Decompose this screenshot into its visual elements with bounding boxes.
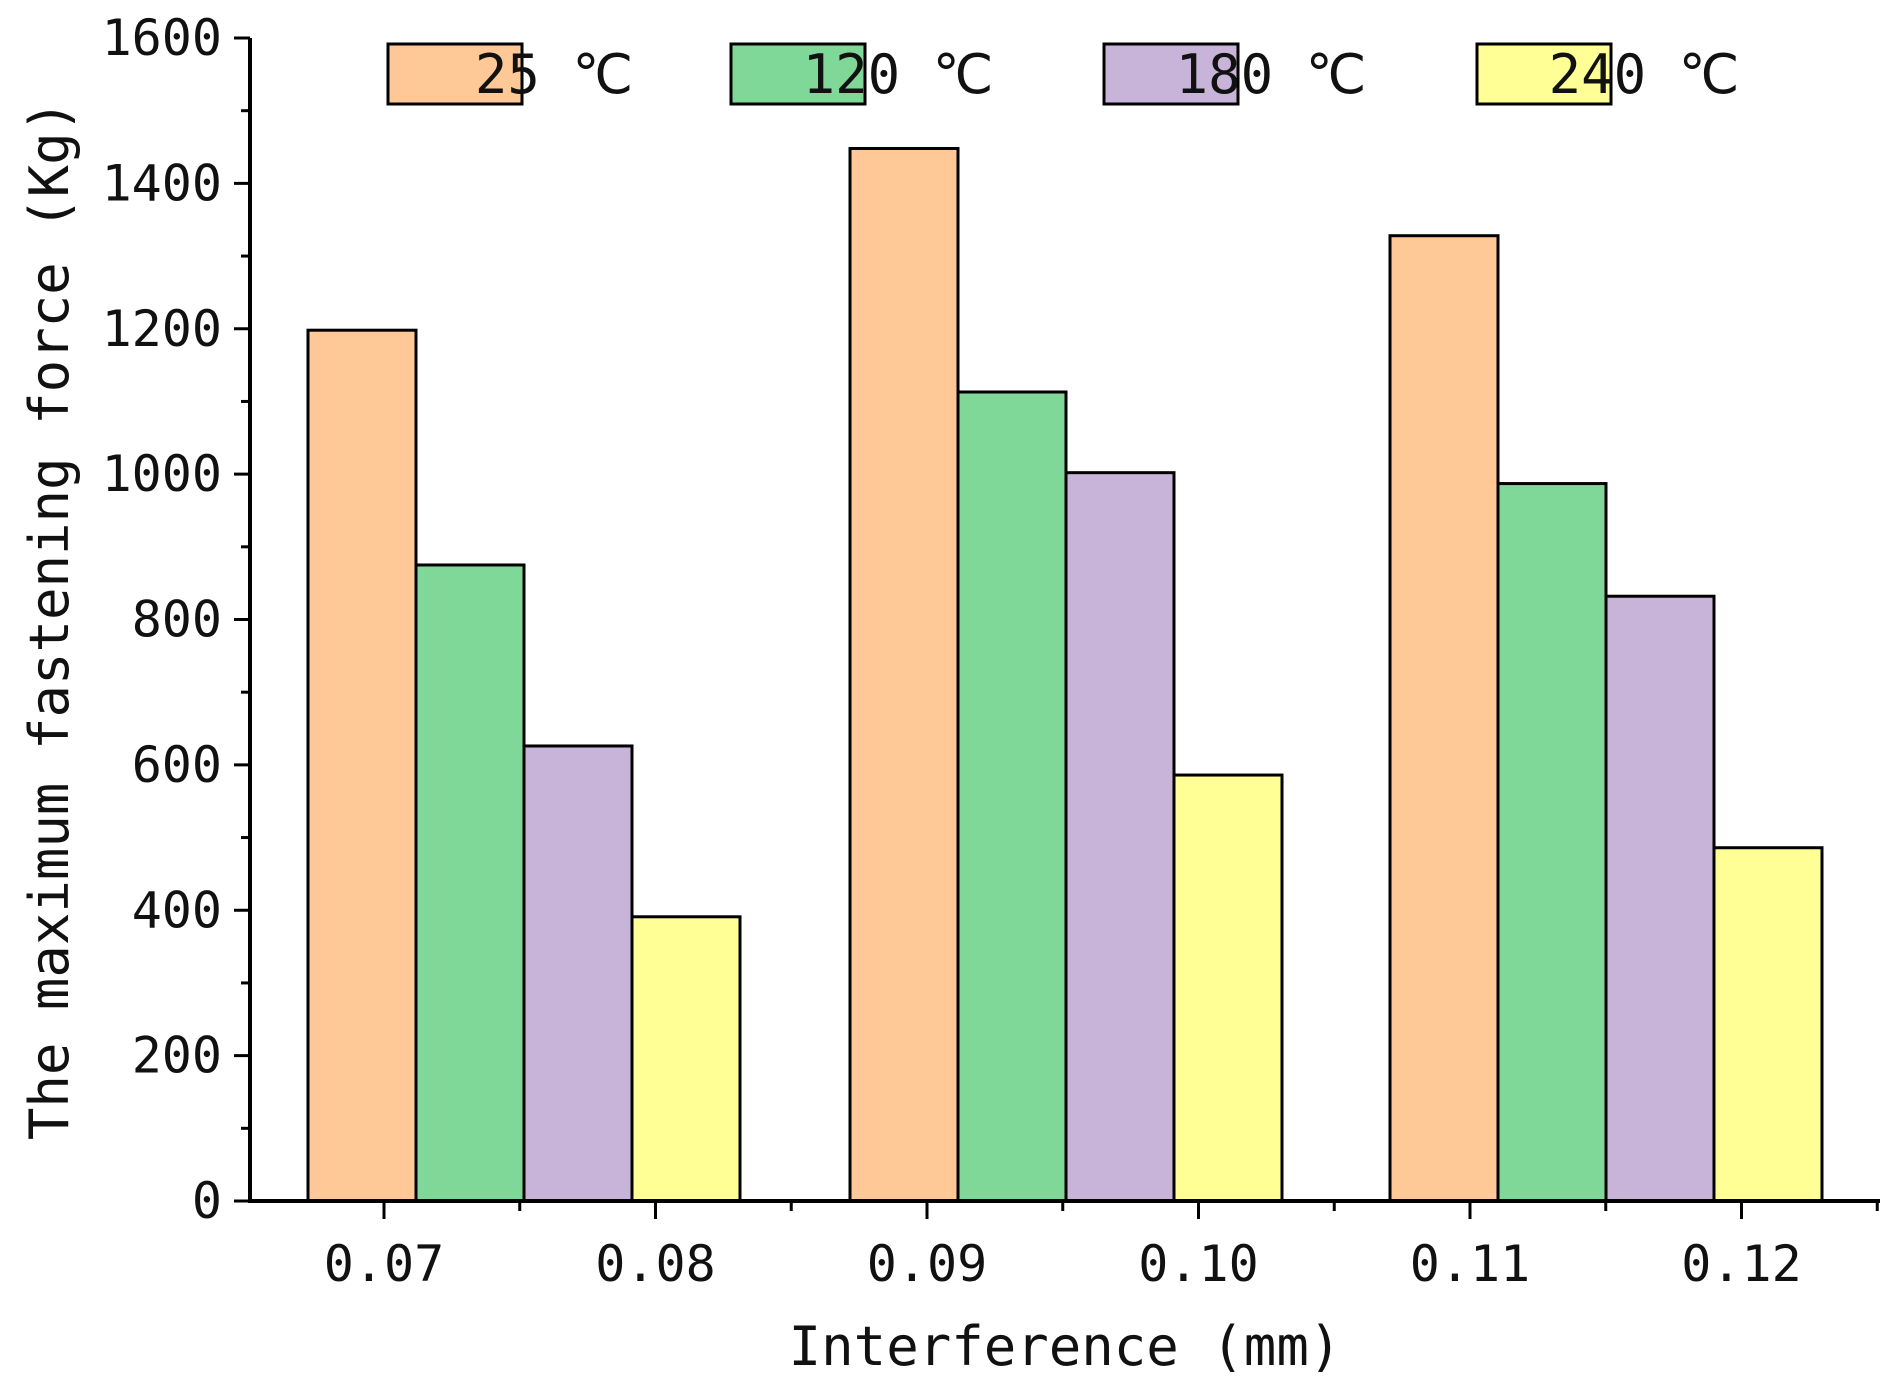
bar-180c-group-2 bbox=[1064, 471, 1176, 1203]
y-tick-label: 1000 bbox=[102, 445, 222, 503]
bar-120c-group-3 bbox=[1496, 482, 1608, 1203]
bar-240c-group-3 bbox=[1712, 846, 1824, 1203]
bar-240c-group-2 bbox=[1172, 773, 1284, 1203]
legend-label-120c: 120 ℃ bbox=[803, 43, 994, 106]
x-tick-label: 0.10 bbox=[1138, 1235, 1258, 1293]
y-axis-title: The maximum fastening force (Kg) bbox=[18, 100, 81, 1140]
x-axis-title: Interference (mm) bbox=[789, 1315, 1342, 1378]
x-tick-label: 0.07 bbox=[324, 1235, 444, 1293]
x-tick-label: 0.09 bbox=[867, 1235, 987, 1293]
legend-label-180c: 180 ℃ bbox=[1176, 43, 1367, 106]
x-tick-label: 0.12 bbox=[1681, 1235, 1801, 1293]
bar-180c-group-3 bbox=[1604, 594, 1716, 1203]
y-tick-label: 1400 bbox=[102, 154, 222, 212]
legend-label-25c: 25 ℃ bbox=[475, 43, 633, 106]
legend-swatch-240c bbox=[1475, 42, 1613, 106]
bar-240c-group-1 bbox=[630, 915, 742, 1203]
legend-swatch-120c bbox=[729, 42, 867, 106]
y-tick-label: 1600 bbox=[102, 9, 222, 67]
x-tick-label: 0.11 bbox=[1410, 1235, 1530, 1293]
y-tick-label: 0 bbox=[192, 1172, 222, 1230]
y-tick-label: 600 bbox=[132, 736, 222, 794]
y-tick-label: 1200 bbox=[102, 300, 222, 358]
legend-label-240c: 240 ℃ bbox=[1549, 43, 1740, 106]
bars-layer bbox=[306, 146, 1824, 1203]
bar-180c-group-1 bbox=[522, 744, 634, 1203]
bar-25c-group-2 bbox=[848, 146, 960, 1203]
y-tick-label: 800 bbox=[132, 591, 222, 649]
bar-25c-group-3 bbox=[1388, 234, 1500, 1203]
legend: 25 ℃ 120 ℃ 180 ℃ 240 ℃ bbox=[386, 42, 1740, 106]
bar-25c-group-1 bbox=[306, 328, 418, 1203]
y-tick-label: 400 bbox=[132, 881, 222, 939]
legend-swatch-25c bbox=[386, 42, 524, 106]
x-tick-label: 0.08 bbox=[595, 1235, 715, 1293]
y-tick-label: 200 bbox=[132, 1027, 222, 1085]
ticks-layer: 0 200 400 600 800 1000 1200 1400 1600 0.07 0.08 0.0… bbox=[102, 9, 1879, 1293]
bar-120c-group-2 bbox=[956, 390, 1068, 1203]
legend-swatch-180c bbox=[1102, 42, 1240, 106]
bar-120c-group-1 bbox=[414, 563, 526, 1203]
